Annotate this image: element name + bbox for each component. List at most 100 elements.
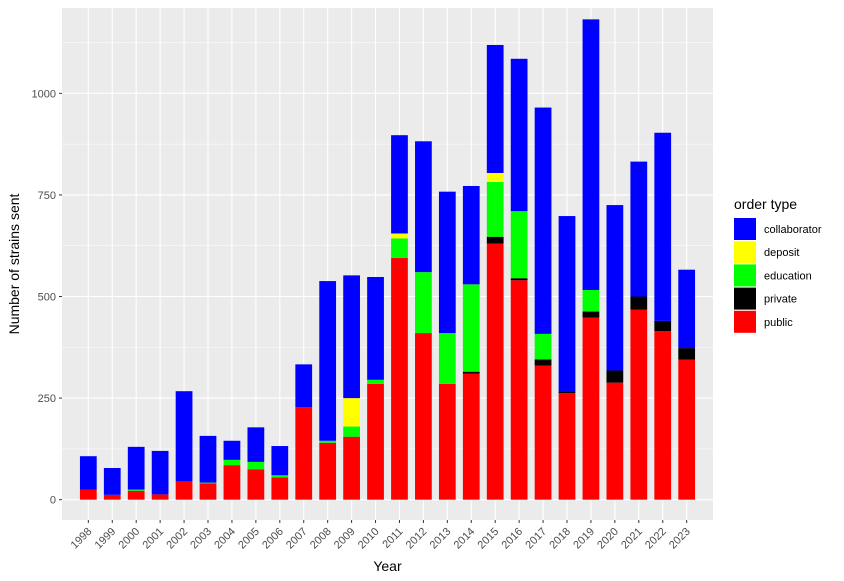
- bar-segment-collaborator: [247, 427, 265, 462]
- bar-segment-education: [415, 272, 432, 334]
- bar-segment-private: [558, 392, 576, 394]
- bar-segment-education: [367, 379, 384, 384]
- x-tick-label: 2008: [308, 526, 334, 552]
- x-tick-label: 2000: [117, 526, 143, 552]
- bar-segment-public: [175, 481, 193, 500]
- bar-segment-education: [486, 181, 504, 237]
- bar-segment-deposit: [486, 172, 504, 182]
- x-tick-label: 2014: [452, 526, 478, 552]
- bar-segment-collaborator: [654, 132, 672, 321]
- y-tick-label: 750: [38, 190, 56, 202]
- y-axis: 0 250 500 750 1000: [32, 88, 62, 507]
- bar-segment-public: [486, 243, 504, 500]
- bar-segment-public: [367, 383, 384, 500]
- bar-segment-collaborator: [127, 446, 145, 490]
- legend-label-collaborator: collaborator: [764, 224, 822, 236]
- bar-segment-public: [462, 373, 480, 500]
- bar-segment-public: [295, 407, 313, 500]
- bar-segment-public: [151, 494, 169, 500]
- bar-segment-education: [343, 426, 360, 437]
- x-tick-label: 2016: [499, 526, 525, 552]
- x-tick-label: 2013: [428, 526, 454, 552]
- x-tick-label: 1999: [93, 526, 119, 552]
- bar-segment-public: [223, 465, 241, 500]
- legend-label-public: public: [764, 317, 793, 329]
- x-tick-label: 2015: [476, 526, 502, 552]
- bar-segment-public: [534, 365, 552, 500]
- bar-segment-private: [654, 320, 672, 332]
- bar-segment-public: [343, 436, 360, 500]
- x-tick-label: 1998: [69, 526, 95, 552]
- bar-segment-deposit: [343, 398, 360, 427]
- bar-segment-private: [486, 236, 504, 244]
- x-tick-label: 2021: [619, 526, 645, 552]
- bar-segment-education: [223, 459, 241, 466]
- bar-segment-education: [510, 211, 528, 279]
- bar-segment-collaborator: [295, 364, 313, 408]
- bar-segment-public: [654, 331, 672, 500]
- bar-segment-public: [271, 477, 289, 500]
- bar-segment-public: [415, 333, 432, 500]
- bar-segment-education: [438, 333, 456, 384]
- bar-segment-education: [247, 461, 265, 470]
- bar-segment-collaborator: [606, 205, 624, 371]
- bar-segment-collaborator: [199, 435, 217, 483]
- x-tick-label: 2001: [140, 526, 166, 552]
- bar-segment-collaborator: [534, 107, 552, 334]
- bar-segment-public: [199, 483, 217, 500]
- bar-segment-collaborator: [510, 58, 528, 212]
- x-tick-label: 2019: [571, 526, 597, 552]
- bar-segment-public: [103, 494, 121, 500]
- x-tick-label: 2009: [332, 526, 358, 552]
- bar-segment-collaborator: [223, 440, 241, 460]
- x-tick-label: 2005: [236, 526, 262, 552]
- legend-key-deposit: [734, 241, 756, 264]
- y-tick-label: 250: [38, 393, 56, 405]
- bar-segment-collaborator: [486, 44, 504, 173]
- bar-segment-collaborator: [79, 456, 97, 490]
- bar-segment-collaborator: [343, 275, 360, 399]
- x-tick-label: 2023: [667, 526, 693, 552]
- x-axis-title: Year: [373, 558, 402, 574]
- legend-label-education: education: [764, 270, 812, 282]
- bar-segment-private: [534, 359, 552, 366]
- bar-segment-private: [606, 370, 624, 383]
- bar-segment-private: [678, 348, 696, 360]
- bar-segment-collaborator: [438, 191, 456, 334]
- x-tick-label: 2011: [380, 526, 405, 551]
- bar-segment-public: [438, 383, 456, 500]
- bar-segment-public: [247, 469, 265, 500]
- bar-segment-education: [582, 290, 600, 312]
- y-tick-label: 1000: [32, 88, 56, 100]
- bar-segment-education: [199, 482, 217, 484]
- bar-segment-public: [630, 309, 648, 500]
- x-tick-label: 2012: [404, 526, 430, 552]
- legend: order type collaborator deposit education p…: [734, 196, 822, 333]
- x-tick-label: 2004: [212, 526, 238, 552]
- bar-segment-education: [127, 489, 145, 491]
- bar-segment-public: [606, 382, 624, 500]
- bar-segment-collaborator: [151, 450, 169, 495]
- bar-segment-collaborator: [415, 141, 432, 273]
- bar-segment-education: [391, 238, 408, 258]
- x-tick-label: 2002: [164, 526, 190, 552]
- bar-segment-collaborator: [271, 446, 289, 476]
- bar-segment-public: [127, 490, 145, 500]
- bar-segment-public: [558, 393, 576, 500]
- x-axis: 1998199920002001200220032004200520062007…: [69, 520, 693, 551]
- bar-segment-education: [319, 440, 337, 443]
- bar-segment-collaborator: [391, 135, 408, 234]
- bar-segment-private: [630, 296, 648, 310]
- x-tick-label: 2017: [523, 526, 549, 552]
- bar-segment-collaborator: [582, 19, 600, 291]
- bar-segment-collaborator: [103, 467, 121, 495]
- legend-label-deposit: deposit: [764, 247, 799, 259]
- bar-segment-collaborator: [558, 216, 576, 392]
- legend-key-collaborator: [734, 218, 756, 240]
- bars: [79, 19, 696, 500]
- bar-segment-education: [462, 284, 480, 372]
- legend-key-public: [734, 310, 756, 333]
- bar-segment-collaborator: [175, 391, 193, 482]
- legend-key-education: [734, 264, 756, 287]
